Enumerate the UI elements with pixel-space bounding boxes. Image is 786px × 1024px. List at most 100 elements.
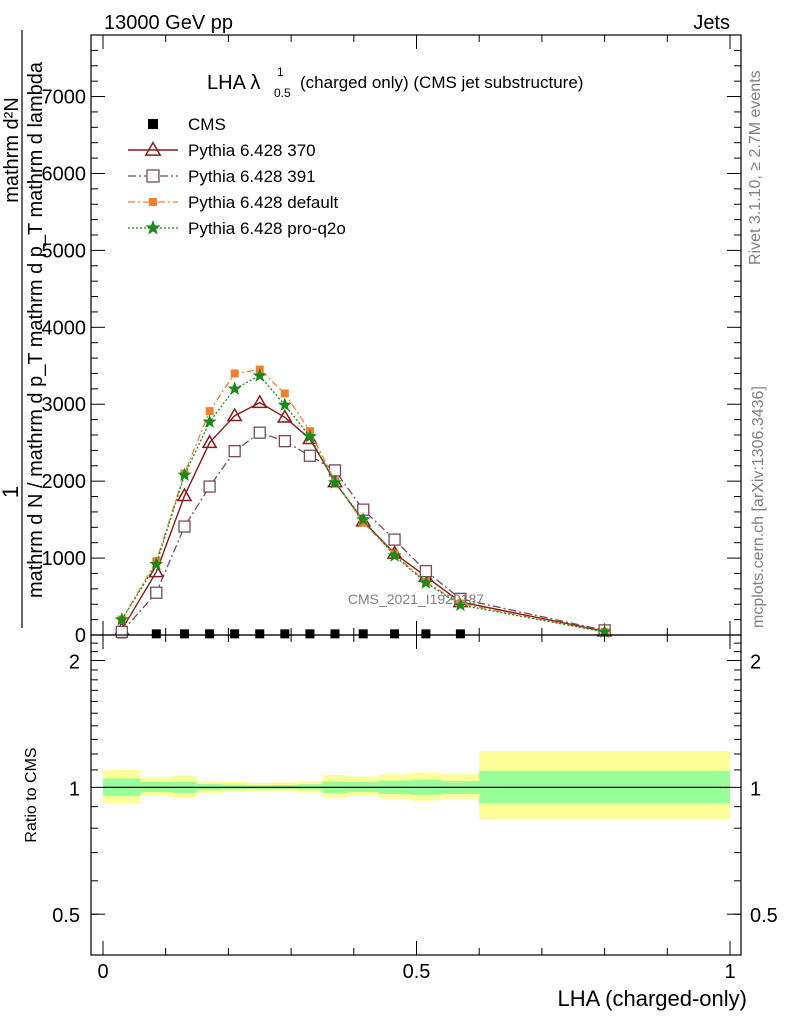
data-point: [419, 565, 433, 578]
title-main: LHA λ: [207, 72, 260, 94]
x-tick-label: 1: [724, 961, 735, 983]
legend-item: CMS: [148, 115, 226, 134]
data-point: [330, 629, 340, 639]
legend: CMS Pythia 6.428 370 Pythia 6.428 391 Pythi…: [128, 115, 346, 238]
data-point: [114, 612, 129, 626]
chart-title: LHA λ 1 0.5 (charged only) (CMS jet subs…: [207, 65, 583, 100]
legend-item: Pythia 6.428 pro-q2o: [128, 219, 346, 238]
main-axis-ticks: 0 1000 2000 3000 4000 5000 6000 7000: [42, 34, 741, 647]
data-point: [203, 480, 216, 493]
analysis-watermark: CMS_2021_I1920187: [348, 591, 484, 607]
ratio-y-tick-label-right: 2: [750, 652, 761, 674]
ylabel-denominator: mathrm d N / mathrm d p_T mathrm d p_T m…: [25, 61, 47, 598]
series-line: [121, 368, 605, 633]
data-point: [305, 629, 315, 639]
legend-label: CMS: [188, 115, 226, 134]
data-point: [276, 409, 293, 423]
data-point: [280, 389, 289, 398]
legend-item: Pythia 6.428 370: [128, 141, 316, 160]
data-point: [303, 449, 317, 462]
data-point: [230, 629, 240, 639]
ratio-y-tick-label: 0.5: [52, 905, 80, 927]
data-point: [421, 629, 431, 639]
data-point: [253, 426, 266, 439]
legend-label: Pythia 6.428 pro-q2o: [188, 219, 346, 238]
ylabel-numerator: mathrm d²N: [1, 97, 23, 203]
data-point: [453, 597, 468, 612]
data-point: [388, 533, 401, 546]
legend-label: Pythia 6.428 default: [188, 193, 339, 212]
data-point: [387, 548, 402, 562]
legend-label: Pythia 6.428 370: [188, 141, 316, 160]
data-point: [277, 397, 292, 412]
data-point: [227, 381, 242, 395]
data-point: [205, 629, 215, 639]
data-point: [176, 487, 193, 502]
data-point: [228, 445, 241, 458]
energy-label: 13000 GeV pp: [104, 12, 233, 34]
y-tick-label: 5000: [42, 240, 87, 262]
legend-marker: [144, 141, 162, 156]
x-tick-label: 0: [97, 961, 108, 983]
legend-marker: [146, 169, 160, 183]
data-point: [177, 467, 192, 482]
data-point: [150, 586, 163, 599]
y-tick-label: 1000: [42, 548, 87, 570]
ratio-y-tick-label: 2: [69, 652, 80, 674]
y-tick-label: 4000: [42, 317, 87, 339]
data-point: [226, 407, 243, 422]
x-tick-label: 0.5: [403, 961, 431, 983]
data-point: [251, 394, 268, 409]
data-point: [280, 629, 290, 639]
data-point: [151, 629, 161, 639]
legend-marker: [149, 198, 157, 206]
main-ylabel: 1 mathrm d²N mathrm d N / mathrm d p_T m…: [0, 30, 47, 628]
data-point: [202, 414, 217, 428]
data-point: [390, 629, 400, 639]
data-point: [148, 563, 165, 578]
ratio-y-tick-label-right: 0.5: [750, 905, 778, 927]
series-cms: [117, 629, 465, 639]
data-point: [255, 629, 265, 639]
data-point: [149, 556, 164, 571]
ratio-axis-ticks: 0.5 0.5 1 1 2 2 0 0.5 1: [52, 635, 778, 983]
data-point: [358, 629, 368, 639]
data-point: [302, 429, 318, 443]
y-tick-label: 0: [75, 625, 86, 647]
legend-marker: [148, 119, 158, 129]
series-pythia-6-428-pro-q2o: [114, 368, 612, 638]
data-point: [115, 625, 128, 639]
ratio-bands: [103, 750, 730, 820]
data-point: [205, 407, 214, 416]
title-sub: 0.5: [274, 86, 291, 100]
title-sup: 1: [277, 65, 284, 79]
series-line: [121, 374, 605, 633]
data-point: [252, 368, 267, 382]
title-rest: (charged only) (CMS jet substructure): [300, 73, 583, 92]
data-point: [230, 369, 239, 378]
x-axis-label: LHA (charged-only): [557, 986, 747, 1011]
data-point: [180, 629, 190, 639]
data-point: [327, 475, 343, 489]
data-point: [178, 520, 191, 533]
rivet-label: Rivet 3.1.10, ≥ 2.7M events: [747, 70, 764, 265]
data-point: [201, 434, 218, 449]
legend-item: Pythia 6.428 default: [128, 193, 339, 212]
group-label: Jets: [693, 12, 730, 34]
ratio-y-tick-label: 1: [69, 778, 80, 800]
data-point: [418, 575, 434, 589]
legend-marker: [145, 219, 161, 235]
data-point: [278, 435, 291, 448]
y-tick-label: 2000: [42, 471, 87, 493]
data-point: [356, 512, 371, 526]
y-tick-label: 3000: [42, 394, 87, 416]
main-series-group: [113, 365, 613, 639]
ratio-ylabel: Ratio to CMS: [23, 747, 40, 842]
y-tick-label: 7000: [42, 87, 87, 109]
ylabel-one: 1: [0, 486, 23, 498]
data-point: [455, 629, 465, 639]
legend-label: Pythia 6.428 391: [188, 167, 316, 186]
legend-item: Pythia 6.428 391: [128, 167, 316, 186]
y-tick-label: 6000: [42, 163, 87, 185]
